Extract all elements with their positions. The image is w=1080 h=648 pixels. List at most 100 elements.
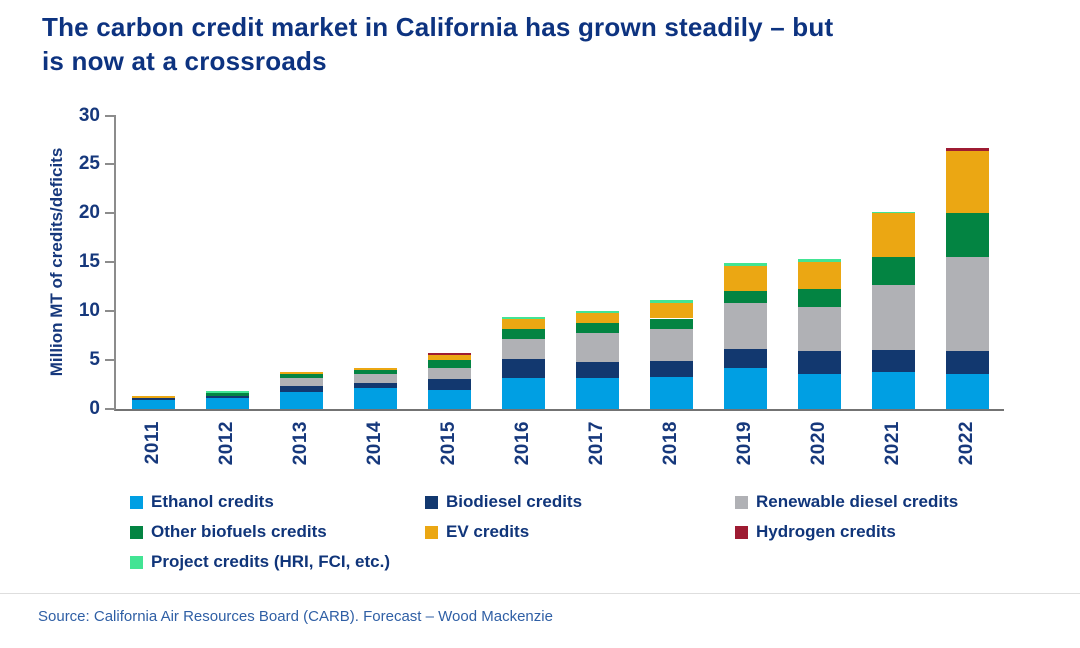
bar-segment-biodiesel-2012: [205, 396, 249, 399]
bar-segment-other_biofuels-2021: [871, 257, 915, 286]
bar-segment-ev-2019: [723, 266, 767, 291]
x-tick-label-2014: 2014: [364, 421, 385, 466]
bar-segment-other_biofuels-2014: [353, 370, 397, 375]
legend-item-ethanol: Ethanol credits: [130, 492, 274, 511]
bar-segment-other_biofuels-2013: [279, 373, 323, 379]
y-tick-mark: [105, 163, 114, 166]
bar-segment-ethanol-2015: [427, 390, 471, 409]
bar-segment-ethanol-2021: [871, 371, 915, 409]
bar-segment-biodiesel-2017: [575, 361, 619, 378]
legend-label-hydrogen: Hydrogen credits: [756, 522, 896, 541]
y-tick-label: 20: [78, 202, 100, 224]
bar-segment-biodiesel-2020: [797, 351, 841, 374]
bar-segment-biodiesel-2013: [279, 386, 323, 393]
bar-segment-ev-2021: [871, 213, 915, 258]
bar-segment-ev-2022: [945, 150, 989, 213]
x-tick-label-2011: 2011: [142, 421, 163, 465]
bar-segment-biodiesel-2011: [131, 398, 175, 401]
legend-swatch-hydrogen: [735, 525, 748, 539]
x-tick-label-2020: 2020: [808, 421, 829, 466]
bar-segment-project-2018: [649, 300, 693, 304]
plot-area: 0 5 10 15 20 25 30 2011 2012 2013 2014 2015 2016 2017…: [79, 105, 1004, 465]
bar-segment-project-2012: [205, 391, 249, 394]
bar-segment-project-2020: [797, 259, 841, 262]
legend-item-biodiesel: Biodiesel credits: [425, 492, 583, 511]
bar-segment-other_biofuels-2019: [723, 290, 767, 304]
legend-item-hydrogen: Hydrogen credits: [735, 522, 896, 541]
bar-segment-other_biofuels-2022: [945, 212, 989, 257]
bar-segment-ev-2013: [279, 371, 323, 374]
y-tick-label: 30: [78, 104, 100, 126]
bar-segment-ethanol-2016: [501, 377, 545, 409]
bar-segment-renewable_diesel-2013: [279, 378, 323, 386]
legend-label-other_biofuels: Other biofuels credits: [151, 522, 327, 541]
legend-item-ev: EV credits: [425, 522, 530, 541]
bar-segment-ev-2017: [575, 313, 619, 324]
x-tick-label-2016: 2016: [512, 421, 533, 466]
bar-segment-hydrogen-2022: [945, 147, 989, 151]
bar-segment-renewable_diesel-2015: [427, 368, 471, 379]
y-tick-label: 15: [78, 251, 100, 273]
bar-segment-ethanol-2013: [279, 392, 323, 409]
legend-label-renewable_diesel: Renewable diesel credits: [756, 492, 959, 511]
bar-segment-renewable_diesel-2017: [575, 333, 619, 362]
x-tick-label-2021: 2021: [882, 421, 903, 466]
legend-label-project: Project credits (HRI, FCI, etc.): [151, 552, 390, 571]
bar-segment-ev-2020: [797, 261, 841, 290]
bar-segment-hydrogen-2015: [427, 352, 471, 355]
bar-segment-other_biofuels-2012: [205, 393, 249, 397]
legend-label-ethanol: Ethanol credits: [151, 492, 274, 511]
bar-segment-ev-2015: [427, 354, 471, 360]
bar-segment-renewable_diesel-2022: [945, 256, 989, 351]
bar-segment-ethanol-2019: [723, 368, 767, 409]
bar-segment-ethanol-2017: [575, 377, 619, 409]
bar-segment-biodiesel-2015: [427, 378, 471, 391]
legend-swatch-biodiesel: [425, 495, 438, 509]
chart-title-line2: is now at a crossroads: [42, 46, 327, 76]
bar-segment-ethanol-2020: [797, 373, 841, 409]
x-tick-label-2012: 2012: [216, 421, 237, 466]
x-tick-label-2017: 2017: [586, 421, 607, 466]
bar-segment-ev-2014: [353, 367, 397, 371]
bar-segment-ethanol-2022: [945, 374, 989, 409]
bar-segment-project-2017: [575, 311, 619, 314]
bar-segment-other_biofuels-2015: [427, 359, 471, 369]
chart-title: The carbon credit market in California h…: [42, 10, 982, 78]
bar-segment-project-2021: [871, 211, 915, 214]
bar-segment-ethanol-2012: [205, 398, 249, 409]
legend-swatch-ethanol: [130, 495, 143, 509]
x-tick-label-2013: 2013: [290, 421, 311, 466]
y-tick-mark: [105, 212, 114, 215]
legend-swatch-project: [130, 555, 143, 569]
bar-segment-biodiesel-2016: [501, 359, 545, 378]
bar-segment-renewable_diesel-2020: [797, 307, 841, 352]
x-tick-label-2018: 2018: [660, 421, 681, 466]
y-tick-mark: [105, 408, 114, 410]
y-tick-label: 5: [89, 349, 100, 371]
x-tick-label-2022: 2022: [956, 421, 977, 466]
y-tick-mark: [105, 310, 114, 313]
bar-segment-renewable_diesel-2014: [353, 374, 397, 383]
bar-segment-biodiesel-2022: [945, 350, 989, 375]
bar-segment-ethanol-2018: [649, 377, 693, 409]
bar-segment-other_biofuels-2020: [797, 289, 841, 308]
legend-label-biodiesel: Biodiesel credits: [446, 492, 583, 511]
bar-segment-ev-2016: [501, 318, 545, 330]
y-tick-label: 25: [78, 153, 100, 175]
source-note: Source: California Air Resources Board (…: [38, 608, 553, 625]
y-tick-mark: [105, 261, 114, 264]
legend-item-project: Project credits (HRI, FCI, etc.): [130, 552, 390, 571]
legend-item-other_biofuels: Other biofuels credits: [130, 522, 327, 541]
y-tick-mark: [105, 359, 114, 362]
bar-segment-renewable_diesel-2016: [501, 338, 545, 360]
bar-segment-other_biofuels-2017: [575, 323, 619, 334]
legend-swatch-ev: [425, 525, 438, 539]
y-tick-label: 10: [78, 300, 100, 322]
bar-segment-biodiesel-2018: [649, 360, 693, 378]
bar-segment-renewable_diesel-2021: [871, 285, 915, 350]
legend-label-ev: EV credits: [446, 522, 530, 541]
bar-segment-project-2016: [501, 316, 545, 319]
footer-divider: [0, 593, 1080, 594]
legend-item-renewable_diesel: Renewable diesel credits: [735, 492, 959, 511]
bar-segment-ev-2018: [649, 303, 693, 319]
